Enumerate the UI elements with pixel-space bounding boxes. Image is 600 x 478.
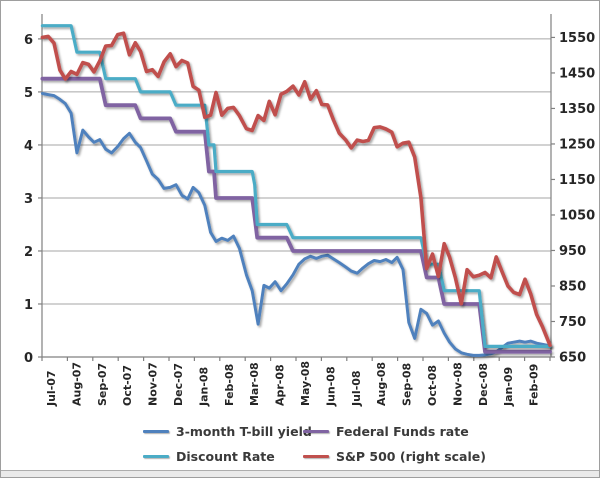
x-axis-label: Jul-08 <box>350 370 363 407</box>
x-axis-label: Feb-09 <box>528 364 541 406</box>
y-left-tick-label: 0 <box>24 351 33 366</box>
x-axis-label: Jun-08 <box>324 366 337 407</box>
x-axis-label: May-08 <box>299 361 312 406</box>
y-left-tick-label: 3 <box>24 192 33 207</box>
x-axis-label: Jan-09 <box>502 367 515 407</box>
y-right-tick-label: 1150 <box>559 173 595 188</box>
x-axis-label: Dec-08 <box>477 363 490 406</box>
y-right-tick-label: 1450 <box>559 66 595 81</box>
x-axis-label: Jan-08 <box>197 367 210 407</box>
y-left-tick-label: 2 <box>24 245 33 260</box>
x-axis-label: Sep-08 <box>401 363 414 406</box>
x-axis-label: Jul-07 <box>45 370 58 407</box>
y-left-tick-label: 5 <box>24 86 33 101</box>
x-axis-label: Apr-08 <box>274 364 287 406</box>
x-axis-label: Oct-08 <box>426 365 439 406</box>
series-line-s-p-500-right-scale <box>40 31 552 348</box>
x-axis-label: Feb-08 <box>223 364 236 406</box>
y-left-tick-label: 6 <box>24 33 33 48</box>
x-axis-label: Aug-07 <box>70 362 83 406</box>
frame-bottom-strip <box>1 470 599 477</box>
series-line-3-month-t-bill-yield <box>40 92 552 357</box>
x-axis-label: Aug-08 <box>375 362 388 406</box>
x-axis-label: Oct-07 <box>121 365 134 406</box>
series-line-discount-rate <box>40 24 552 348</box>
y-right-tick-label: 850 <box>559 279 586 294</box>
y-right-tick-label: 650 <box>559 351 586 366</box>
y-right-tick-label: 1050 <box>559 208 595 223</box>
y-right-tick-label: 1550 <box>559 31 595 46</box>
x-axis-label: Sep-07 <box>96 363 109 406</box>
series-line-federal-funds-rate <box>40 76 552 354</box>
y-left-tick-label: 4 <box>24 139 33 154</box>
y-right-tick-label: 1250 <box>559 137 595 152</box>
y-right-tick-label: 950 <box>559 244 586 259</box>
y-right-tick-label: 750 <box>559 315 586 330</box>
x-axis-label: Dec-07 <box>172 363 185 406</box>
x-axis-label: Mar-08 <box>248 362 261 406</box>
axes <box>38 14 555 361</box>
x-axis-label: Nov-08 <box>451 362 464 406</box>
y-right-tick-label: 1350 <box>559 102 595 117</box>
x-axis-label: Nov-07 <box>147 362 160 406</box>
y-left-tick-label: 1 <box>24 298 33 313</box>
